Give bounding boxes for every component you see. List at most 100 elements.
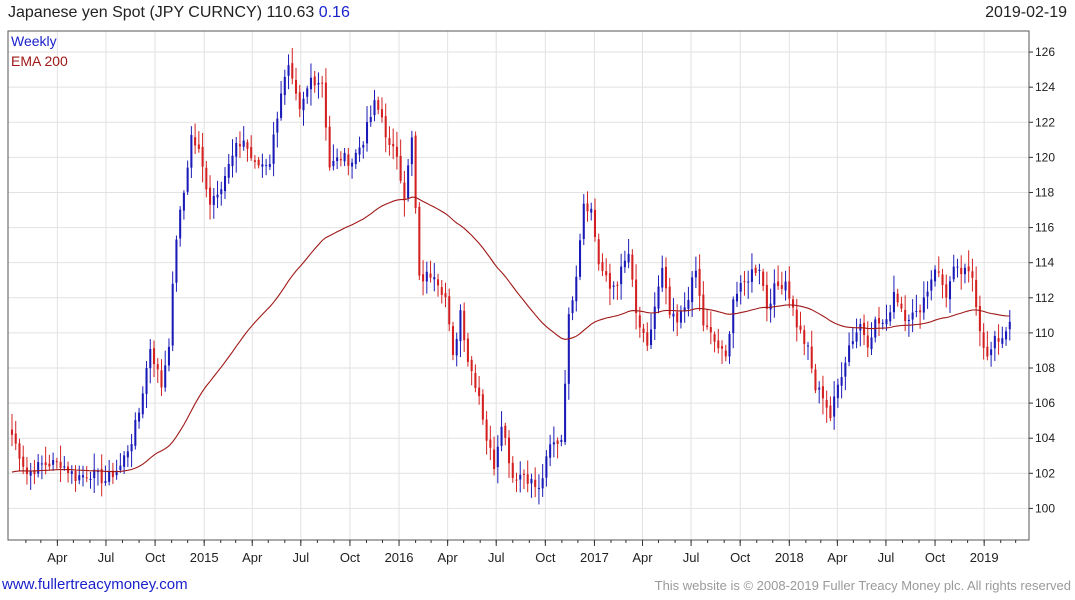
y-tick-label: 120: [1035, 150, 1055, 164]
candle-body: [93, 469, 96, 479]
candle-body: [160, 370, 163, 388]
candle-body: [190, 135, 193, 168]
candle-body: [407, 165, 410, 199]
candle-body: [283, 76, 286, 96]
candle-body: [149, 349, 152, 369]
candle-body: [134, 419, 137, 446]
x-tick-label: Oct: [145, 550, 166, 565]
candle-body: [1001, 338, 1004, 344]
candle-body: [650, 329, 653, 346]
candle-body: [597, 239, 600, 265]
candle-body: [22, 456, 25, 467]
candle-body: [706, 325, 709, 327]
candle-body: [194, 137, 197, 146]
candle-body: [493, 449, 496, 469]
candle-layer: [10, 47, 1011, 505]
candle-body: [220, 189, 223, 195]
candle-body: [638, 315, 641, 328]
candle-body: [108, 471, 111, 482]
candle-body: [833, 396, 836, 417]
candle-body: [496, 446, 499, 468]
candle-body: [784, 281, 787, 291]
candle-body: [347, 154, 350, 166]
candle-body: [971, 271, 974, 278]
candle-body: [433, 277, 436, 280]
y-tick-label: 108: [1035, 361, 1055, 375]
candle-body: [765, 284, 768, 309]
candle-body: [941, 274, 944, 286]
candle-body: [709, 327, 712, 333]
candle-body: [754, 267, 757, 273]
candle-body: [537, 487, 540, 489]
candle-body: [459, 310, 462, 342]
candle-body: [37, 462, 40, 474]
candle-body: [829, 405, 832, 419]
candle-body: [952, 266, 955, 280]
candle-body: [945, 284, 948, 298]
candle-body: [63, 466, 66, 468]
candle-body: [429, 273, 432, 278]
candle-body: [612, 285, 615, 287]
grid-layer: [8, 31, 1029, 540]
candle-body: [227, 163, 230, 178]
candle-body: [235, 143, 238, 157]
candle-body: [579, 240, 582, 277]
axis-layer: 100 102 104 106 108 110 112 114 116 118 120 122 124 1…: [25, 45, 1055, 565]
candle-body: [930, 279, 933, 291]
candle-body: [661, 267, 664, 288]
candle-body: [773, 283, 776, 305]
candle-body: [1008, 321, 1011, 330]
candle-body: [900, 303, 903, 309]
candle-body: [911, 312, 914, 320]
candle-body: [182, 192, 185, 211]
candle-body: [425, 271, 428, 282]
x-tick-label: Jul: [488, 550, 505, 565]
candle-body: [896, 293, 899, 303]
candle-body: [212, 196, 215, 206]
y-tick-label: 102: [1035, 466, 1055, 480]
candle-body: [892, 291, 895, 313]
candle-body: [881, 322, 884, 324]
candle-body: [276, 118, 279, 133]
candle-body: [922, 297, 925, 313]
candle-body: [89, 478, 92, 480]
candle-body: [209, 187, 212, 205]
price-change: 0.16: [318, 4, 350, 21]
y-tick-label: 112: [1035, 291, 1054, 305]
candle-body: [653, 306, 656, 329]
candle-body: [769, 303, 772, 310]
candle-body: [448, 296, 451, 325]
candle-body: [818, 387, 821, 390]
candle-body: [440, 287, 443, 295]
x-tick-label: Apr: [242, 550, 263, 565]
candle-body: [534, 479, 537, 488]
candle-body: [821, 386, 824, 399]
x-tick-label: 2019: [970, 550, 999, 565]
x-tick-label: Jul: [878, 550, 895, 565]
candle-body: [257, 159, 260, 166]
candle-body: [414, 135, 417, 209]
x-tick-label: Jul: [98, 550, 115, 565]
y-tick-label: 116: [1035, 221, 1054, 235]
chart-header: Japanese yen Spot (JPY CURNCY) 110.63 0.…: [8, 4, 350, 22]
candle-body: [59, 461, 62, 468]
site-link[interactable]: www.fullertreacymoney.com: [2, 576, 188, 593]
candle-body: [732, 299, 735, 334]
candle-body: [721, 346, 724, 349]
candle-body: [384, 116, 387, 138]
last-price: 110.63: [266, 4, 315, 21]
candle-body: [74, 470, 77, 482]
candle-body: [814, 369, 817, 391]
candle-body: [780, 284, 783, 289]
candle-body: [635, 279, 638, 314]
candle-body: [380, 109, 383, 118]
candle-body: [564, 383, 567, 443]
candle-body: [627, 253, 630, 263]
candle-body: [511, 462, 514, 479]
candle-body: [683, 307, 686, 312]
candle-body: [541, 478, 544, 489]
candle-body: [422, 274, 425, 282]
candle-body: [605, 271, 608, 276]
candle-body: [691, 277, 694, 303]
candle-body: [436, 279, 440, 286]
